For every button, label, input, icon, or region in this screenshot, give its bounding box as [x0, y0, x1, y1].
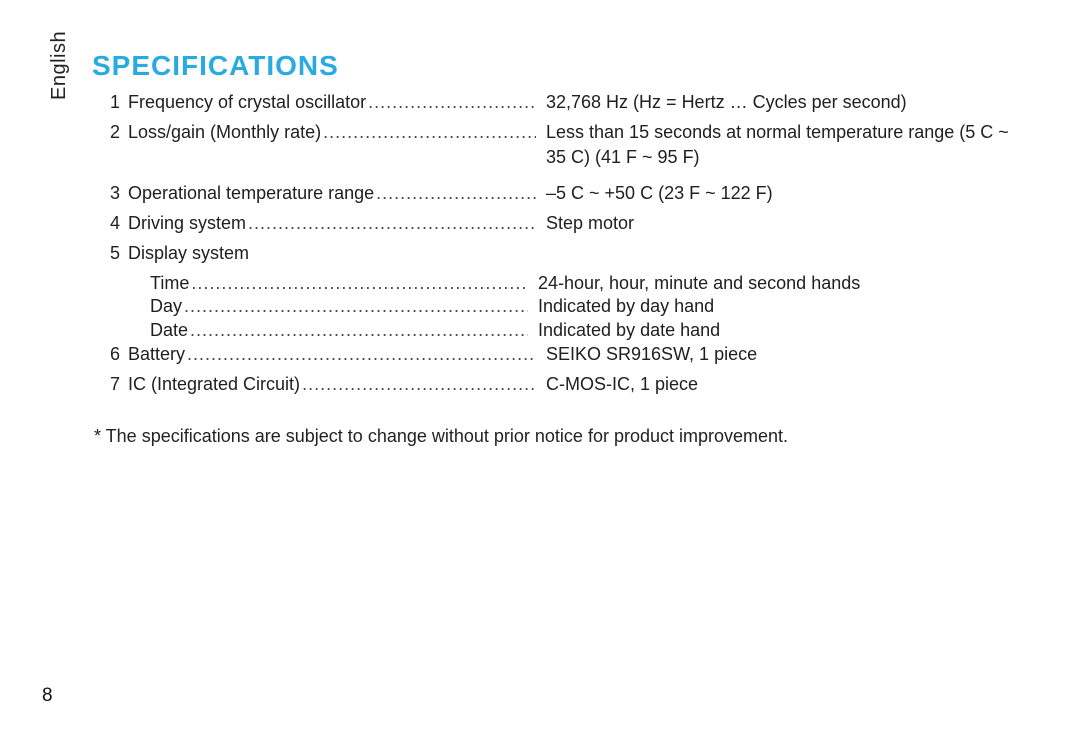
spec-sub-value: Indicated by day hand [530, 295, 1022, 318]
spec-label: Display system [128, 241, 249, 265]
leader-dots [191, 272, 528, 295]
leader-dots [323, 120, 536, 144]
leader-dots [368, 90, 536, 114]
spec-number: 4 [92, 211, 128, 235]
leader-dots [190, 319, 528, 342]
spec-row: 7 IC (Integrated Circuit) C-MOS-IC, 1 pi… [92, 372, 1022, 396]
language-tab-text: English [48, 31, 70, 100]
spec-number: 7 [92, 372, 128, 396]
spec-value: –5 C ~ +50 C (23 F ~ 122 F) [538, 181, 1022, 205]
leader-dots [184, 295, 528, 318]
spec-label-col: Operational temperature range [128, 181, 538, 205]
spec-label: Operational temperature range [128, 181, 374, 205]
leader-dots [302, 372, 536, 396]
spec-label-col: IC (Integrated Circuit) [128, 372, 538, 396]
spec-label-col: Driving system [128, 211, 538, 235]
spec-row: 2 Loss/gain (Monthly rate) Less than 15 … [92, 120, 1022, 169]
spec-sub-label: Time [150, 272, 189, 295]
spec-number: 6 [92, 342, 128, 366]
spec-sub-label-col: Time [150, 272, 530, 295]
spec-label: Frequency of crystal oscillator [128, 90, 366, 114]
spec-sub-label-col: Day [150, 295, 530, 318]
leader-dots [187, 342, 536, 366]
page-title: SPECIFICATIONS [92, 50, 339, 82]
spec-value: Less than 15 seconds at normal temperatu… [538, 120, 1022, 169]
spec-sub-value: 24-hour, hour, minute and second hands [530, 272, 1022, 295]
spec-label: IC (Integrated Circuit) [128, 372, 300, 396]
spec-number: 5 [92, 241, 128, 265]
spec-sub-label: Day [150, 295, 182, 318]
spec-row: 3 Operational temperature range –5 C ~ +… [92, 181, 1022, 205]
spec-label: Loss/gain (Monthly rate) [128, 120, 321, 144]
spec-row: 6 Battery SEIKO SR916SW, 1 piece [92, 342, 1022, 366]
spec-sub-value: Indicated by date hand [530, 319, 1022, 342]
spec-value: 32,768 Hz (Hz = Hertz … Cycles per secon… [538, 90, 1022, 114]
language-tab: English [48, 31, 71, 100]
spec-value: SEIKO SR916SW, 1 piece [538, 342, 1022, 366]
spec-label-col: Display system [128, 241, 1022, 265]
spec-value: Step motor [538, 211, 1022, 235]
spec-sub-rows: Time 24-hour, hour, minute and second ha… [92, 272, 1022, 342]
spec-sub-row: Date Indicated by date hand [150, 319, 1022, 342]
spec-number: 3 [92, 181, 128, 205]
spec-sub-label: Date [150, 319, 188, 342]
footnote: * The specifications are subject to chan… [94, 426, 788, 447]
spec-sub-row: Day Indicated by day hand [150, 295, 1022, 318]
spec-label-col: Loss/gain (Monthly rate) [128, 120, 538, 144]
spec-value: C-MOS-IC, 1 piece [538, 372, 1022, 396]
spec-label-col: Battery [128, 342, 538, 366]
spec-sub-row: Time 24-hour, hour, minute and second ha… [150, 272, 1022, 295]
specifications-list: 1 Frequency of crystal oscillator 32,768… [92, 90, 1022, 403]
page-number: 8 [42, 685, 53, 707]
leader-dots [248, 211, 536, 235]
spec-label: Driving system [128, 211, 246, 235]
document-page: English SPECIFICATIONS 1 Frequency of cr… [0, 0, 1080, 749]
spec-number: 1 [92, 90, 128, 114]
spec-row: 5 Display system [92, 241, 1022, 265]
leader-dots [376, 181, 536, 205]
spec-row: 4 Driving system Step motor [92, 211, 1022, 235]
spec-label: Battery [128, 342, 185, 366]
spec-number: 2 [92, 120, 128, 144]
spec-row: 1 Frequency of crystal oscillator 32,768… [92, 90, 1022, 114]
spec-sub-label-col: Date [150, 319, 530, 342]
spec-label-col: Frequency of crystal oscillator [128, 90, 538, 114]
